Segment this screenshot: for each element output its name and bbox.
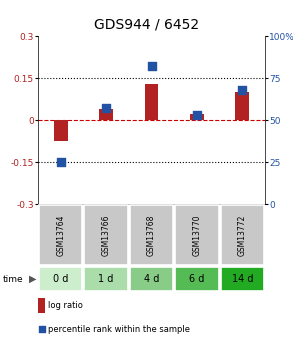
Text: ▶: ▶ [29, 274, 37, 284]
Point [195, 112, 199, 118]
Bar [190, 115, 204, 120]
Text: 1 d: 1 d [98, 274, 114, 284]
Text: 0 d: 0 d [53, 274, 68, 284]
Point [240, 87, 245, 92]
Bar [175, 205, 219, 265]
Text: GSM13770: GSM13770 [193, 214, 201, 256]
Bar [84, 205, 128, 265]
Point [39, 327, 44, 332]
Point [104, 106, 108, 111]
Bar [84, 267, 128, 291]
Bar [175, 267, 219, 291]
Text: GSM13764: GSM13764 [56, 214, 65, 256]
Point [149, 63, 154, 69]
Bar [236, 92, 249, 120]
Bar [221, 267, 264, 291]
Text: 4 d: 4 d [144, 274, 159, 284]
Bar [99, 109, 113, 120]
Point [58, 159, 63, 165]
Bar [130, 267, 173, 291]
Text: GSM13766: GSM13766 [102, 214, 110, 256]
Text: GSM13768: GSM13768 [147, 214, 156, 256]
Bar [221, 205, 264, 265]
Text: time: time [3, 275, 23, 284]
Text: 14 d: 14 d [231, 274, 253, 284]
Text: log ratio: log ratio [48, 301, 83, 310]
Text: GSM13772: GSM13772 [238, 214, 247, 256]
Text: 6 d: 6 d [189, 274, 205, 284]
Bar [130, 205, 173, 265]
Text: GDS944 / 6452: GDS944 / 6452 [94, 17, 199, 31]
Bar [38, 298, 45, 313]
Bar [145, 83, 158, 120]
Text: percentile rank within the sample: percentile rank within the sample [48, 325, 190, 334]
Bar [54, 120, 67, 141]
Bar [39, 267, 83, 291]
Bar [39, 205, 83, 265]
